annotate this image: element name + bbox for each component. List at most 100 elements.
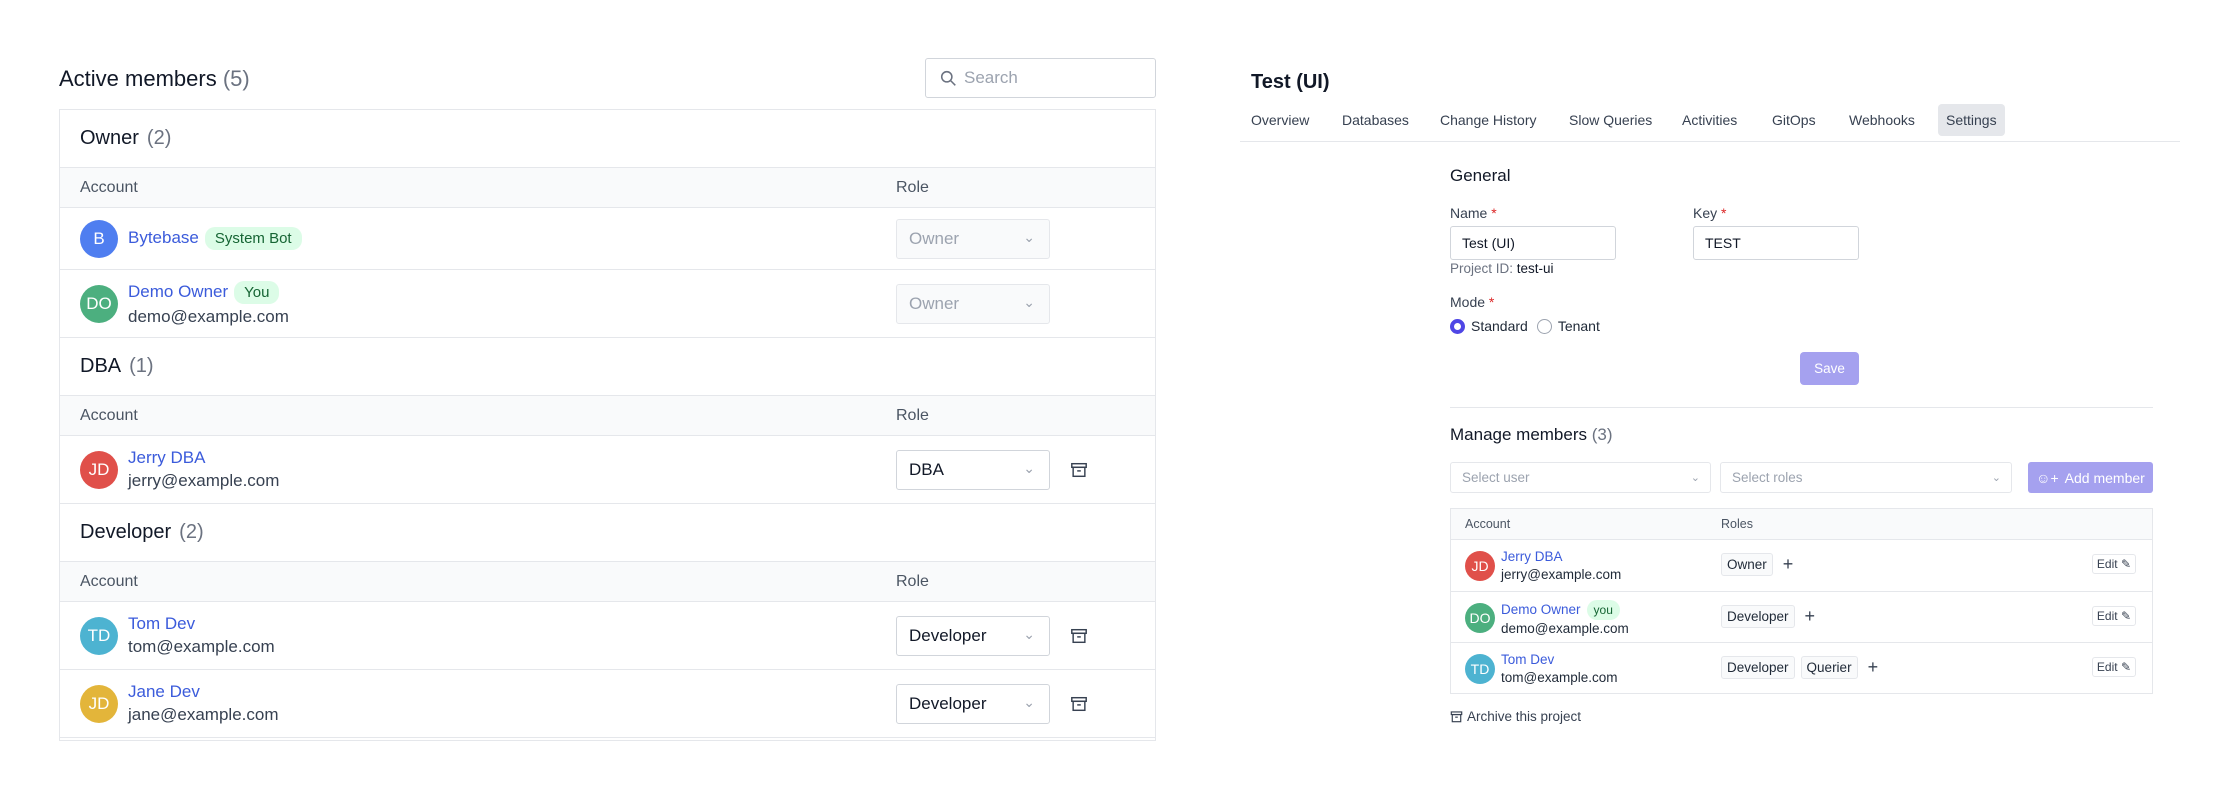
name-input[interactable]: Test (UI) xyxy=(1450,226,1616,260)
avatar: DO xyxy=(1465,602,1495,633)
member-email: jerry@example.com xyxy=(128,471,280,490)
project-title: Test (UI) xyxy=(1251,71,1330,93)
chevron-down-icon: ⌄ xyxy=(1690,472,1700,484)
member-email: demo@example.com xyxy=(128,306,289,326)
radio-standard[interactable] xyxy=(1450,318,1465,334)
role-select[interactable]: Developer ⌄ xyxy=(896,683,1050,724)
members-card: Owner (2) Account Role B Bytebase System Bot… xyxy=(59,109,1156,741)
edit-icon: ✎ xyxy=(2120,660,2131,674)
search-icon xyxy=(940,70,956,86)
role-chip: Owner xyxy=(1721,553,1773,576)
add-role-icon[interactable]: + xyxy=(1867,657,1879,677)
member-email: jerry@example.com xyxy=(1501,567,1622,582)
table-header: Account Role xyxy=(60,562,1155,602)
role-select[interactable]: DBA ⌄ xyxy=(896,449,1050,490)
you-badge: you xyxy=(1586,599,1620,620)
role-select[interactable]: Owner ⌄ xyxy=(896,218,1050,259)
chevron-down-icon: ⌄ xyxy=(1023,693,1035,710)
table-row: JD Jane Dev jane@example.com Developer ⌄ xyxy=(60,670,1155,738)
table-row: JD Jerry DBA jerry@example.com DBA ⌄ xyxy=(60,436,1155,504)
group-header: DBA (1) xyxy=(60,338,1155,396)
archive-icon xyxy=(1450,711,1463,723)
table-row: DO Demo Owner You demo@example.com Owner ⌄ xyxy=(60,270,1155,338)
avatar: TD xyxy=(1465,654,1495,684)
members-table: Account Roles JD Jerry DBA jerry@example.… xyxy=(1450,508,2153,694)
edit-button[interactable]: Edit ✎ xyxy=(2091,605,2136,626)
select-roles-dropdown[interactable]: Select roles ⌄ xyxy=(1720,462,2012,493)
edit-button[interactable]: Edit ✎ xyxy=(2091,554,2136,574)
edit-button[interactable]: Edit ✎ xyxy=(2091,657,2136,677)
tab-overview[interactable]: Overview xyxy=(1251,112,1310,128)
tab-slow-queries[interactable]: Slow Queries xyxy=(1569,112,1653,128)
chevron-down-icon: ⌄ xyxy=(1023,459,1035,476)
general-heading: General xyxy=(1450,166,1511,185)
divider xyxy=(1240,141,2180,142)
archive-project-link[interactable]: Archive this project xyxy=(1450,709,1581,724)
role-select[interactable]: Owner ⌄ xyxy=(896,283,1050,324)
tab-settings[interactable]: Settings xyxy=(1938,104,2005,136)
member-name-link[interactable]: Jane Dev xyxy=(128,682,200,701)
table-row: DO Demo Owner you demo@example.com Develop… xyxy=(1451,590,2152,643)
table-row: TD Tom Dev tom@example.com Developer ⌄ xyxy=(60,602,1155,670)
chevron-down-icon: ⌄ xyxy=(1991,472,2001,484)
avatar: TD xyxy=(80,616,118,655)
table-row: JD Jerry DBA jerry@example.com Owner + Edi… xyxy=(1451,539,2152,591)
member-name-link[interactable]: Tom Dev xyxy=(128,614,196,633)
avatar: B xyxy=(80,219,118,258)
archive-member-icon[interactable] xyxy=(1070,695,1088,713)
member-name-link[interactable]: Jerry DBA xyxy=(1501,549,1563,564)
edit-icon: ✎ xyxy=(2120,557,2131,571)
tab-webhooks[interactable]: Webhooks xyxy=(1849,112,1915,128)
mode-label: Mode * xyxy=(1450,294,1495,310)
tab-gitops[interactable]: GitOps xyxy=(1772,112,1816,128)
chevron-down-icon: ⌄ xyxy=(1023,293,1035,310)
save-button[interactable]: Save xyxy=(1800,352,1859,385)
role-chip: Querier xyxy=(1800,656,1858,679)
avatar: DO xyxy=(80,284,118,323)
member-email: demo@example.com xyxy=(1501,620,1629,636)
select-user-dropdown[interactable]: Select user ⌄ xyxy=(1450,462,1711,493)
member-email: jane@example.com xyxy=(128,705,279,724)
mode-radio-group: Standard Tenant xyxy=(1450,318,1600,334)
group-header: Owner (2) xyxy=(60,110,1155,168)
chevron-down-icon: ⌄ xyxy=(1023,228,1035,245)
member-name-link[interactable]: Tom Dev xyxy=(1501,652,1555,667)
table-header: Account Role xyxy=(60,168,1155,208)
avatar: JD xyxy=(80,450,118,489)
table-header: Account Roles xyxy=(1451,509,2152,539)
search-input[interactable]: Search xyxy=(925,58,1156,98)
group-header: Developer (2) xyxy=(60,504,1155,562)
avatar: JD xyxy=(80,684,118,723)
table-header: Account Role xyxy=(60,396,1155,436)
project-id: Project ID: test-ui xyxy=(1450,261,1554,276)
table-row: B Bytebase System Bot Owner ⌄ xyxy=(60,208,1155,270)
role-select[interactable]: Developer ⌄ xyxy=(896,615,1050,656)
role-chip: Developer xyxy=(1721,656,1795,679)
tab-databases[interactable]: Databases xyxy=(1342,112,1409,128)
member-name-link[interactable]: Demo Owner xyxy=(128,281,229,301)
member-email: tom@example.com xyxy=(1501,670,1618,685)
tab-change-history[interactable]: Change History xyxy=(1440,112,1537,128)
table-row: TD Tom Dev tom@example.com Developer Queri… xyxy=(1451,642,2152,694)
add-member-button[interactable]: ☺+ Add member xyxy=(2028,462,2153,493)
role-chip: Developer xyxy=(1721,604,1795,628)
key-label: Key * xyxy=(1693,205,1727,221)
tab-activities[interactable]: Activities xyxy=(1682,112,1738,128)
member-name-link[interactable]: Jerry DBA xyxy=(128,448,206,467)
chevron-down-icon: ⌄ xyxy=(1023,625,1035,642)
avatar: JD xyxy=(1465,551,1495,581)
radio-tenant[interactable] xyxy=(1536,318,1552,334)
key-input[interactable]: TEST xyxy=(1693,226,1859,260)
add-role-icon[interactable]: + xyxy=(1804,605,1816,626)
member-email: tom@example.com xyxy=(128,637,275,656)
member-name-link[interactable]: Bytebase xyxy=(128,228,199,247)
archive-member-icon[interactable] xyxy=(1070,627,1088,645)
add-user-icon: ☺+ xyxy=(2036,469,2059,486)
archive-member-icon[interactable] xyxy=(1070,461,1088,479)
active-members-title: Active members (5) xyxy=(59,66,250,91)
divider xyxy=(1450,407,2153,408)
manage-members-heading: Manage members (3) xyxy=(1450,425,1613,444)
name-label: Name * xyxy=(1450,205,1497,221)
member-name-link[interactable]: Demo Owner xyxy=(1501,601,1581,617)
add-role-icon[interactable]: + xyxy=(1782,554,1794,574)
